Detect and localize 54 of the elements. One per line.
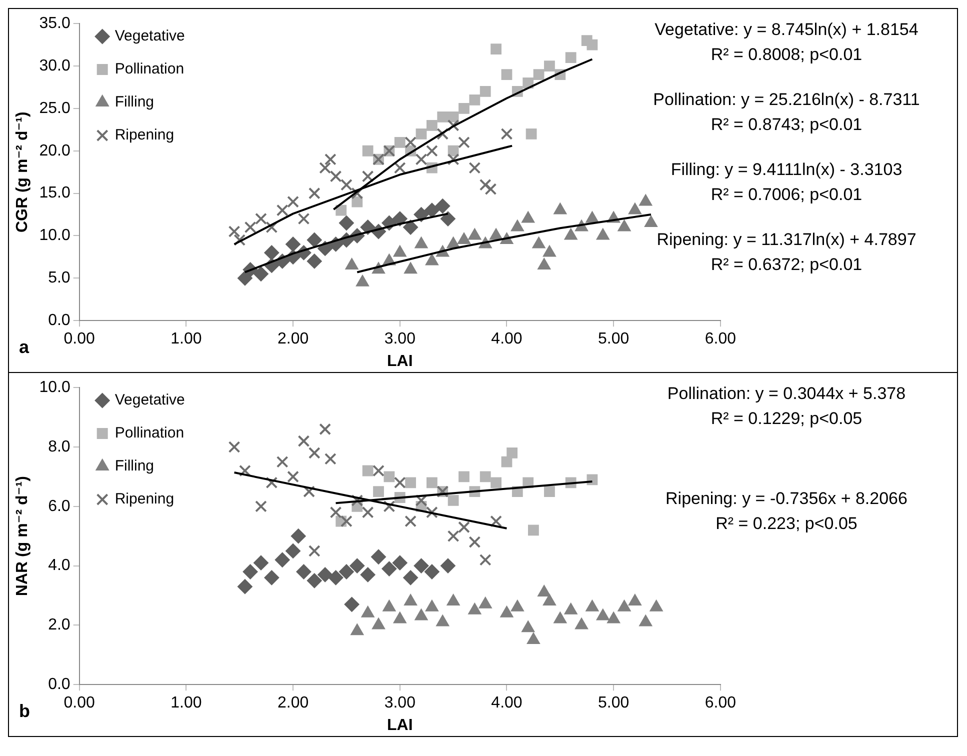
- x-axis-title: LAI: [386, 352, 413, 370]
- legend-label: Filling: [114, 458, 154, 475]
- annotation: Pollination: y = 25.216ln(x) - 8.7311: [652, 89, 921, 111]
- y-tick-label: 5.0: [48, 270, 70, 287]
- y-tick-label: 35.0: [39, 15, 70, 32]
- y-tick-label: 20.0: [39, 142, 70, 160]
- annotation: R² = 0.6372; p<0.01: [710, 254, 864, 276]
- x-tick-label: 4.00: [491, 694, 522, 712]
- y-tick-label: 15.0: [39, 184, 70, 202]
- annotation: R² = 0.1229; p<0.05: [710, 408, 864, 430]
- legend-label: Filling: [114, 94, 154, 111]
- annotation: R² = 0.8743; p<0.01: [710, 114, 864, 136]
- x-tick-label: 5.00: [598, 694, 630, 712]
- y-tick-label: 6.0: [48, 498, 70, 515]
- y-tick-label: 4.0: [48, 557, 70, 574]
- y-axis-title: CGR (g m⁻² d⁻¹): [14, 112, 32, 233]
- annotation: Pollination: y = 0.3044x + 5.378: [666, 383, 907, 405]
- legend-label: Pollination: [114, 60, 184, 78]
- x-tick-label: 0.00: [64, 694, 96, 712]
- x-tick-label: 3.00: [384, 694, 416, 712]
- legend-label: Pollination: [114, 424, 184, 442]
- y-tick-label: 8.0: [48, 438, 70, 456]
- y-tick-label: 25.0: [39, 100, 70, 117]
- annotation: Vegetative: y = 8.745ln(x) + 1.8154: [654, 19, 920, 41]
- y-tick-label: 0.0: [48, 676, 70, 694]
- x-tick-label: 6.00: [704, 694, 736, 712]
- legend-label: Vegetative: [114, 28, 185, 45]
- text: b: [19, 701, 30, 722]
- y-tick-label: 10.0: [39, 379, 70, 396]
- text: a: [19, 337, 30, 358]
- x-tick-label: 1.00: [170, 694, 202, 712]
- x-tick-label: 1.00: [170, 330, 202, 348]
- annotation: Ripening: y = 11.317ln(x) + 4.7897: [656, 229, 918, 251]
- annotation: R² = 0.7006; p<0.01: [710, 184, 864, 206]
- x-tick-label: 3.00: [384, 330, 416, 348]
- y-tick-label: 10.0: [39, 227, 70, 244]
- x-tick-label: 4.00: [491, 330, 522, 348]
- x-axis-title: LAI: [386, 716, 413, 734]
- legend-label: Vegetative: [114, 392, 185, 409]
- x-tick-label: 2.00: [277, 330, 309, 348]
- x-tick-label: 6.00: [704, 330, 736, 348]
- x-tick-label: 0.00: [64, 330, 96, 348]
- annotation: R² = 0.223; p<0.05: [714, 513, 858, 535]
- annotation: R² = 0.8008; p<0.01: [710, 44, 864, 66]
- x-tick-label: 2.00: [277, 694, 309, 712]
- annotation: Ripening: y = -0.7356x + 8.2066: [664, 488, 908, 510]
- annotation: Filling: y = 9.4111ln(x) - 3.3103: [670, 159, 904, 181]
- y-axis-title: NAR (g m⁻² d⁻¹): [14, 476, 32, 596]
- y-tick-label: 2.0: [48, 616, 70, 634]
- y-tick-label: 0.0: [48, 312, 70, 330]
- x-tick-label: 5.00: [598, 330, 630, 348]
- y-tick-label: 30.0: [39, 57, 70, 74]
- legend-label: Ripening: [114, 490, 174, 508]
- legend-label: Ripening: [114, 126, 174, 144]
